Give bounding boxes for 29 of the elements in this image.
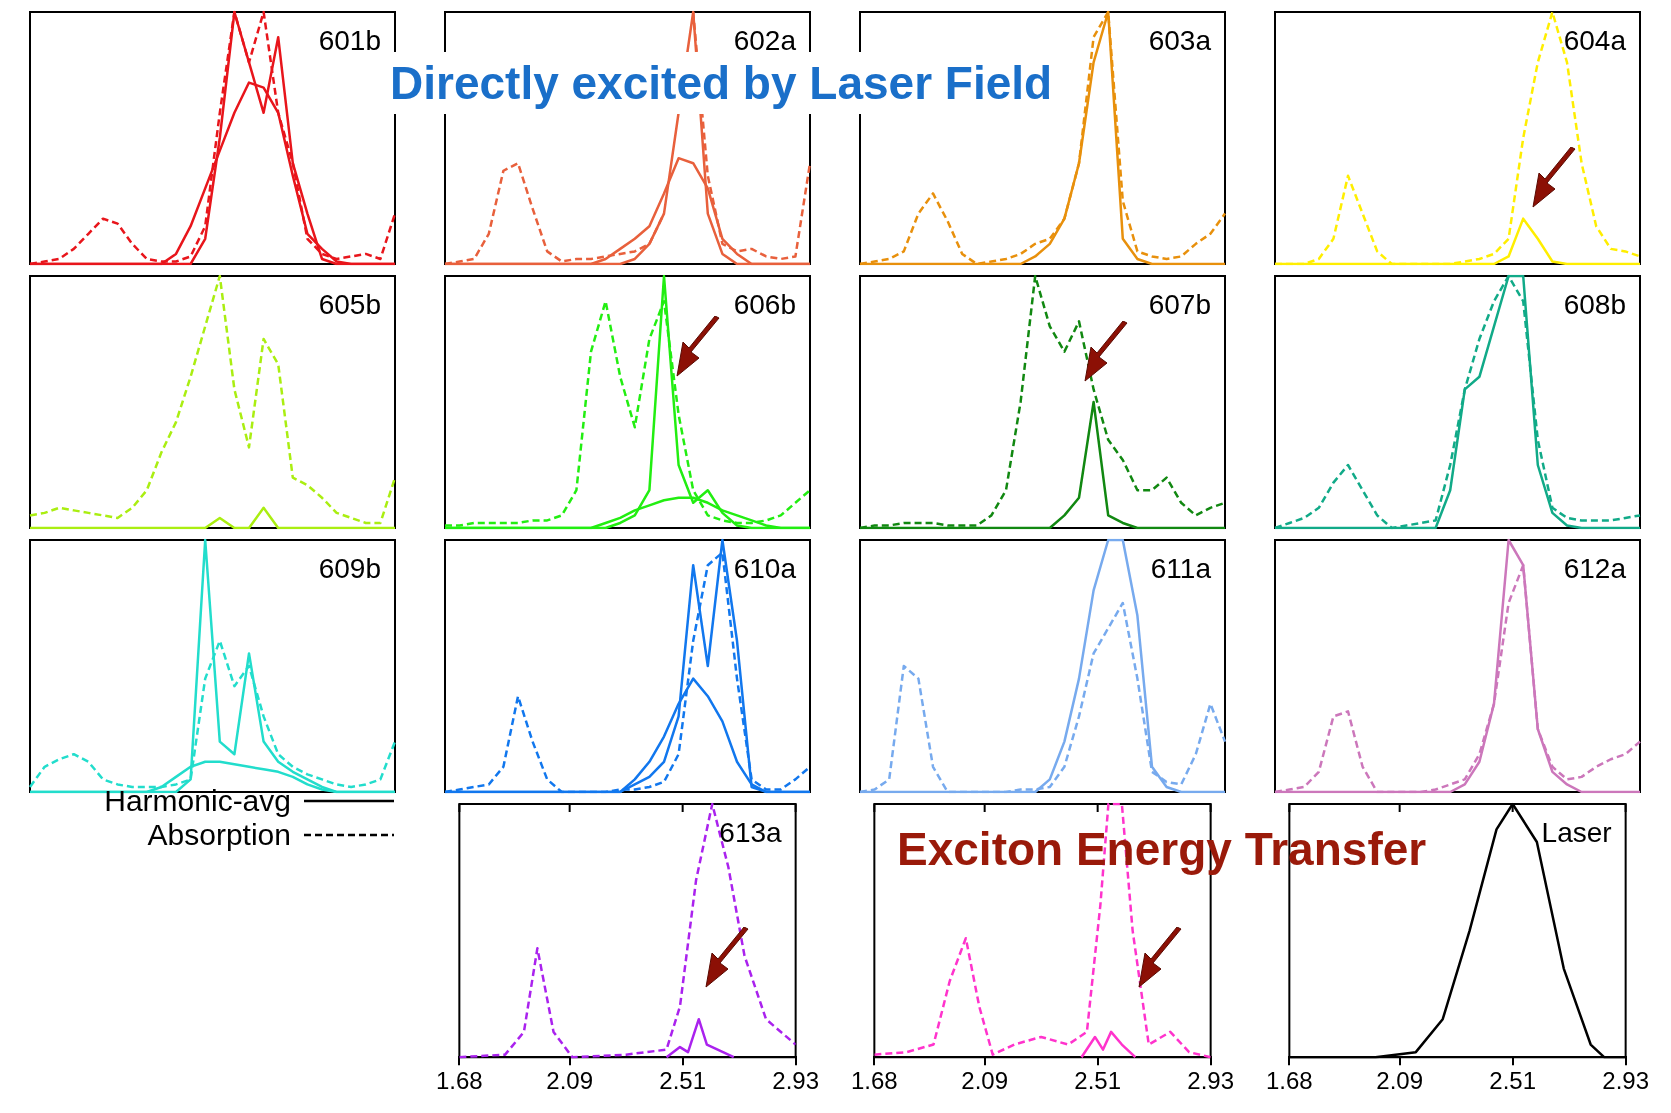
x-tick-label: 2.09: [546, 1067, 594, 1095]
text: 602a: [733, 24, 797, 56]
x-tick-label: 2.93: [772, 1067, 819, 1095]
x-tick-label: 1.68: [1266, 1067, 1313, 1095]
text: 613a: [719, 816, 783, 848]
text: Laser: [1541, 816, 1612, 848]
x-tick-label: 2.51: [659, 1067, 707, 1095]
text: 612a: [1563, 552, 1627, 584]
text: 610a: [733, 552, 797, 584]
text: 611a: [1150, 552, 1212, 584]
x-tick-label: 2.51: [1074, 1067, 1122, 1095]
text: 609b: [318, 552, 381, 584]
annotation: Harmonic-avg: [104, 784, 291, 818]
text: 608b: [1563, 288, 1626, 320]
x-tick-label: 2.93: [1602, 1067, 1649, 1095]
text: 606b: [733, 288, 796, 320]
x-tick-label: 2.93: [1187, 1067, 1234, 1095]
x-tick-label: 2.51: [1489, 1067, 1537, 1095]
x-tick-label: 2.09: [1376, 1067, 1424, 1095]
text: 601b: [318, 24, 381, 56]
annotation: Directly excited by Laser Field: [390, 57, 1053, 109]
x-tick-label: 1.68: [436, 1067, 483, 1095]
text: 603a: [1148, 24, 1212, 56]
text: 604a: [1563, 24, 1627, 56]
text: 605b: [318, 288, 381, 320]
text: 607b: [1148, 288, 1211, 320]
x-tick-label: 2.09: [961, 1067, 1009, 1095]
text: Absorption: [147, 818, 291, 852]
x-tick-label: 1.68: [851, 1067, 898, 1095]
